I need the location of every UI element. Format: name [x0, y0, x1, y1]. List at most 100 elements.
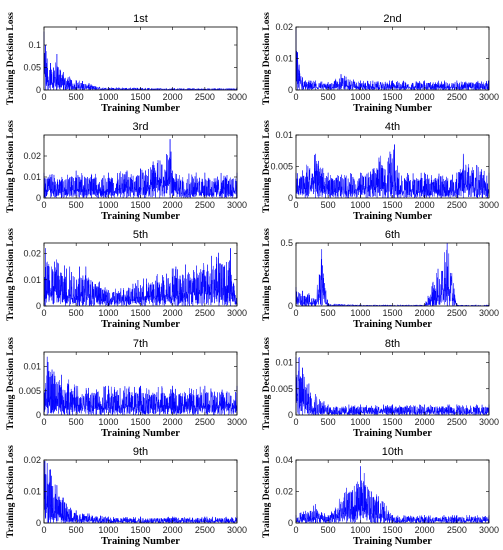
axes-box — [295, 459, 490, 524]
subplot-title: 9th — [133, 446, 148, 458]
subplot-7: 7th 0 500 1000 1500 2000 2500 3000 0 0.005 0.01 Tra… — [6, 337, 247, 439]
y-tick-label: 0.005 — [270, 384, 293, 394]
x-tick-label: 2500 — [447, 525, 467, 535]
x-axis-label: Training Number — [353, 211, 432, 222]
y-tick-label: 0 — [288, 193, 293, 203]
x-tick-label: 1000 — [350, 525, 370, 535]
x-tick-label: 2500 — [447, 200, 467, 210]
x-tick-label: 3000 — [479, 525, 499, 535]
y-tick-label: 0.01 — [275, 358, 293, 368]
y-tick-label: 0.04 — [275, 455, 293, 465]
series-line — [43, 248, 238, 307]
y-tick-label: 0.02 — [23, 455, 41, 465]
y-tick-label: 0 — [288, 301, 293, 311]
x-tick-label: 3000 — [479, 200, 499, 210]
y-axis-label: Training Decision Loss — [6, 228, 16, 321]
y-tick-label: 0.01 — [275, 130, 293, 140]
x-tick-label: 500 — [69, 200, 84, 210]
x-axis-label: Training Number — [353, 319, 432, 330]
x-tick-label: 3000 — [479, 308, 499, 318]
x-tick-label: 500 — [321, 525, 336, 535]
x-tick-label: 1000 — [350, 417, 370, 427]
x-tick-label: 0 — [41, 308, 46, 318]
x-tick-label: 1500 — [130, 308, 150, 318]
x-tick-label: 0 — [41, 525, 46, 535]
x-tick-label: 500 — [69, 308, 84, 318]
y-axis-label: Training Decision Loss — [6, 120, 16, 213]
x-tick-label: 2500 — [195, 308, 215, 318]
x-tick-label: 1500 — [382, 525, 402, 535]
subplot-title: 4th — [385, 121, 400, 133]
x-tick-label: 1500 — [130, 417, 150, 427]
y-tick-label: 0.1 — [28, 40, 41, 50]
series-line — [295, 466, 490, 524]
x-tick-label: 2000 — [415, 200, 435, 210]
subplot-9: 9th 0 500 1000 1500 2000 2500 3000 0 0.01 0.02 Trai… — [6, 445, 247, 547]
x-tick-label: 2500 — [447, 92, 467, 102]
x-tick-label: 2000 — [415, 92, 435, 102]
x-tick-label: 1000 — [98, 417, 118, 427]
x-tick-label: 1500 — [130, 525, 150, 535]
y-tick-label: 0.01 — [23, 487, 41, 497]
x-axis-label: Training Number — [353, 428, 432, 439]
x-tick-label: 0 — [293, 92, 298, 102]
x-tick-label: 2000 — [163, 417, 183, 427]
subplot-title: 5th — [133, 229, 148, 241]
x-tick-label: 3000 — [227, 92, 247, 102]
y-tick-label: 0.02 — [23, 151, 41, 161]
x-tick-label: 500 — [69, 525, 84, 535]
x-tick-label: 2000 — [415, 308, 435, 318]
y-tick-label: 0 — [36, 193, 41, 203]
y-axis-label: Training Decision Loss — [6, 445, 16, 538]
x-tick-label: 2000 — [163, 92, 183, 102]
x-tick-label: 1000 — [98, 525, 118, 535]
x-tick-label: 1000 — [98, 308, 118, 318]
y-tick-label: 0.01 — [275, 54, 293, 64]
x-tick-label: 500 — [321, 92, 336, 102]
x-tick-label: 0 — [293, 200, 298, 210]
x-tick-label: 1500 — [382, 200, 402, 210]
subplot-title: 7th — [133, 338, 148, 350]
x-tick-label: 2500 — [195, 417, 215, 427]
y-tick-label: 0 — [36, 518, 41, 528]
x-tick-label: 1500 — [130, 200, 150, 210]
y-axis-label: Training Decision Loss — [262, 12, 272, 105]
x-tick-label: 1500 — [382, 92, 402, 102]
x-tick-label: 1500 — [382, 308, 402, 318]
x-tick-label: 3000 — [227, 308, 247, 318]
x-tick-label: 1000 — [350, 308, 370, 318]
x-tick-label: 1500 — [382, 417, 402, 427]
y-tick-label: 0 — [288, 85, 293, 95]
x-tick-label: 3000 — [479, 92, 499, 102]
axes-box — [43, 26, 238, 91]
y-tick-label: 0.01 — [23, 172, 41, 182]
x-tick-label: 2500 — [447, 308, 467, 318]
x-axis-label: Training Number — [101, 103, 180, 114]
y-tick-label: 0 — [36, 410, 41, 420]
y-tick-label: 0.5 — [280, 238, 293, 248]
x-tick-label: 500 — [321, 200, 336, 210]
x-tick-label: 3000 — [227, 417, 247, 427]
x-tick-label: 1000 — [350, 92, 370, 102]
x-tick-label: 0 — [41, 92, 46, 102]
x-axis-label: Training Number — [101, 428, 180, 439]
x-tick-label: 0 — [293, 525, 298, 535]
x-tick-label: 500 — [69, 417, 84, 427]
y-tick-label: 0.005 — [270, 162, 293, 172]
subplot-title: 6th — [385, 229, 400, 241]
series-line — [43, 31, 238, 91]
y-axis-label: Training Decision Loss — [262, 120, 272, 213]
y-tick-label: 0 — [288, 518, 293, 528]
axes-box — [43, 459, 238, 524]
subplot-title: 3rd — [133, 121, 149, 133]
subplot-title: 2nd — [383, 13, 401, 25]
x-tick-label: 3000 — [227, 200, 247, 210]
series-line — [43, 459, 238, 524]
subplot-title: 8th — [385, 338, 400, 350]
x-tick-label: 1000 — [350, 200, 370, 210]
y-axis-label: Training Decision Loss — [262, 337, 272, 430]
x-tick-label: 2000 — [163, 308, 183, 318]
